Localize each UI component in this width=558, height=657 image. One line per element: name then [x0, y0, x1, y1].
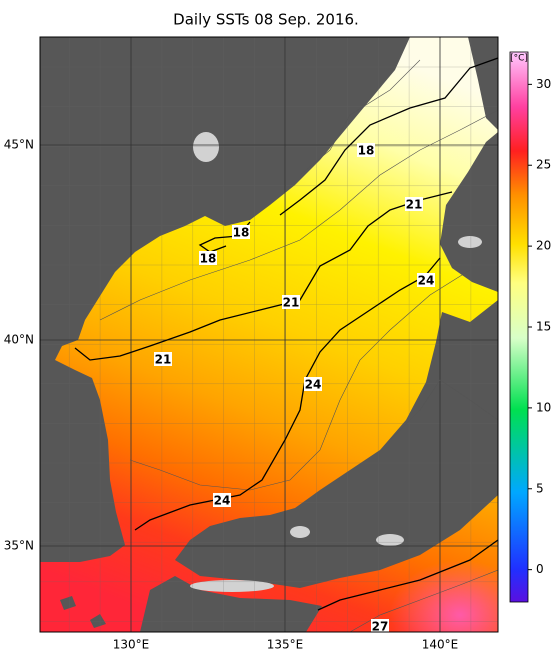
- colorbar-ticks: 0 5 10 15 20 25 30: [528, 77, 551, 576]
- lon-label: 130°E: [113, 638, 150, 652]
- map-area: 18 18 18 21 21 21 24 24 24 27: [40, 37, 498, 634]
- contour-labels: 18 18 18 21 21 21 24 24 24 27: [154, 143, 435, 634]
- colorbar-unit: [°C]: [510, 54, 528, 64]
- colorbar-tick-label: 0: [536, 562, 544, 576]
- contour-label-bg: [199, 251, 217, 265]
- contour-label-bg: [371, 619, 389, 632]
- contour-label-bg: [357, 143, 375, 157]
- contour-label: 24: [418, 274, 435, 288]
- colorbar-tick-label: 30: [536, 77, 551, 91]
- lon-label: 140°E: [422, 638, 459, 652]
- contour-label-bg: [232, 225, 250, 239]
- lat-label: 40°N: [4, 333, 34, 347]
- contour-label-bg: [405, 197, 423, 211]
- major-grid: [40, 37, 498, 632]
- contour-label: 21: [283, 296, 300, 310]
- lon-label: 135°E: [267, 638, 304, 652]
- contour-label-bg: [282, 295, 300, 309]
- colorbar-tick-label: 25: [536, 158, 551, 172]
- no-data: [190, 132, 482, 592]
- contour-label: 24: [305, 378, 322, 392]
- colorbar: [509, 51, 529, 603]
- lat-label: 45°N: [4, 138, 34, 152]
- isotherms: [74, 57, 498, 611]
- contour-label-bg: [213, 493, 231, 507]
- frame: [39, 36, 499, 633]
- contour-label: 24: [214, 494, 231, 508]
- colorbar-tick-label: 20: [536, 239, 551, 253]
- contour-label: 27: [372, 620, 389, 634]
- contour-label: 21: [406, 198, 423, 212]
- contour-label-bg: [154, 352, 172, 366]
- title: Daily SSTs 08 Sep. 2016.: [173, 11, 359, 29]
- contour-label: 18: [200, 252, 217, 266]
- contour-label: 18: [233, 226, 250, 240]
- colorbar-tick-label: 15: [536, 320, 551, 334]
- contour-label-bg: [417, 273, 435, 287]
- land: [40, 37, 498, 632]
- contour-label-bg: [304, 377, 322, 391]
- colorbar-tick-label: 5: [536, 481, 544, 495]
- minor-isotherms: [99, 59, 498, 632]
- contour-label: 21: [155, 353, 172, 367]
- colorbar-tick-label: 10: [536, 400, 551, 414]
- lat-label: 35°N: [4, 539, 34, 553]
- contour-label: 18: [358, 144, 375, 158]
